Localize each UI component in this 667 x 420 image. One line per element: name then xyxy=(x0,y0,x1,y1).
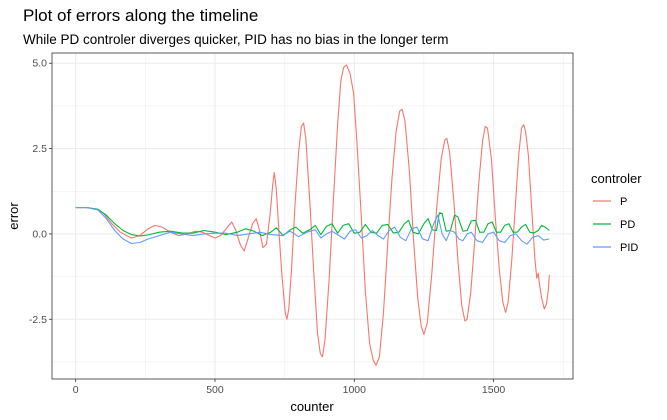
grid-minor xyxy=(52,53,573,379)
series-line-pid xyxy=(75,207,550,245)
series-line-pd xyxy=(75,207,550,237)
legend: controler P PD PID xyxy=(591,171,642,254)
chart-subtitle: While PD controler diverges quicker, PID… xyxy=(23,32,448,47)
x-tick-label: 500 xyxy=(206,384,224,396)
series-lines xyxy=(75,64,550,366)
legend-label-pid: PID xyxy=(620,242,638,254)
x-tick-label: 0 xyxy=(73,384,79,396)
legend-title: controler xyxy=(591,171,642,186)
chart-title: Plot of errors along the timeline xyxy=(23,6,258,25)
y-axis: -2.5 0.0 2.5 5.0 xyxy=(29,58,52,326)
legend-label-p: P xyxy=(620,196,627,208)
y-tick-label: 5.0 xyxy=(32,58,47,70)
plot-panel xyxy=(52,53,573,379)
legend-label-pd: PD xyxy=(620,219,635,231)
x-axis: 0 500 1000 1500 xyxy=(73,379,506,396)
x-axis-title: counter xyxy=(290,399,334,414)
y-tick-label: 0.0 xyxy=(32,228,47,240)
grid-major xyxy=(52,53,573,379)
y-axis-title: error xyxy=(6,202,21,230)
x-tick-label: 1500 xyxy=(482,384,506,396)
y-tick-label: 2.5 xyxy=(32,143,47,155)
x-tick-label: 1000 xyxy=(343,384,367,396)
series-line-p xyxy=(75,64,550,366)
plot-border xyxy=(51,52,574,380)
y-tick-label: -2.5 xyxy=(29,314,47,326)
